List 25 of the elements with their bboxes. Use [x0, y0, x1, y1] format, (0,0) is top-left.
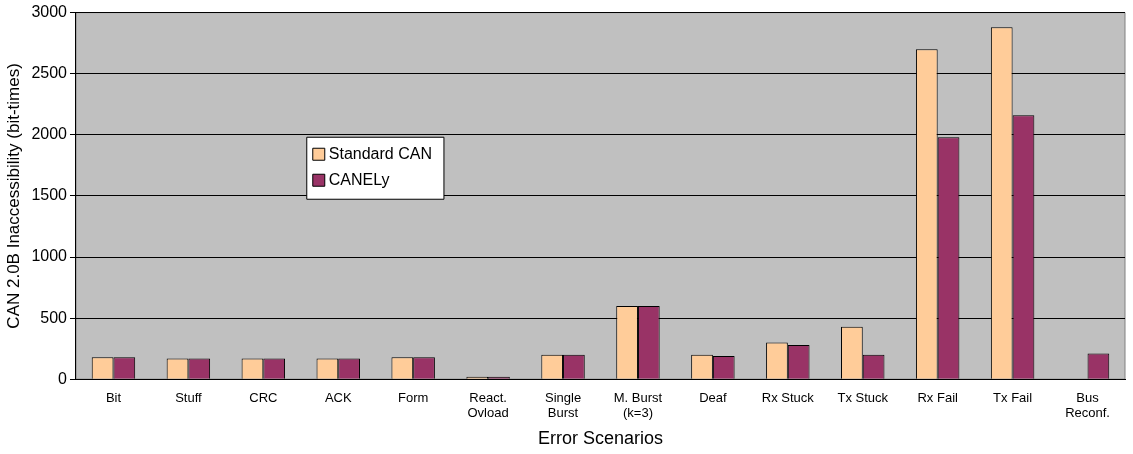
x-tick-label: Tx Stuck [837, 389, 889, 405]
y-tick-label: 1000 [31, 247, 68, 265]
x-tick-label: Single Burst [544, 389, 582, 421]
x-tick-label: Rx Fail [917, 389, 959, 405]
y-tick-label: 2000 [31, 125, 68, 143]
x-tick-label: Stuff [175, 389, 203, 405]
y-tick-label: 0 [58, 369, 68, 387]
x-tick-label: React. Ovload [467, 389, 509, 421]
x-tick-label: ACK [324, 389, 352, 405]
x-tick-label: Bus Reconf. [1065, 389, 1110, 421]
x-tick-label: Form [398, 389, 429, 405]
x-tick-label: Bit [105, 389, 122, 405]
x-tick-label: Rx Stuck [761, 389, 815, 405]
y-axis-title: CAN 2.0B Inaccessibility (bit-times) [3, 63, 23, 329]
y-tick-label: 2500 [31, 64, 68, 82]
x-axis-title: Error Scenarios [537, 428, 664, 449]
y-tick-label: 3000 [31, 3, 68, 21]
x-tick-label: M. Burst (k=3) [613, 389, 663, 421]
x-tick-label: Tx Fail [993, 389, 1033, 405]
y-tick-label: 500 [40, 308, 68, 326]
legend-label: Standard CAN [328, 144, 432, 162]
x-tick-label: Deaf [699, 389, 727, 405]
y-tick-label: 1500 [31, 186, 68, 204]
x-tick-label: CRC [249, 389, 278, 405]
legend-label: CANELy [328, 170, 390, 188]
